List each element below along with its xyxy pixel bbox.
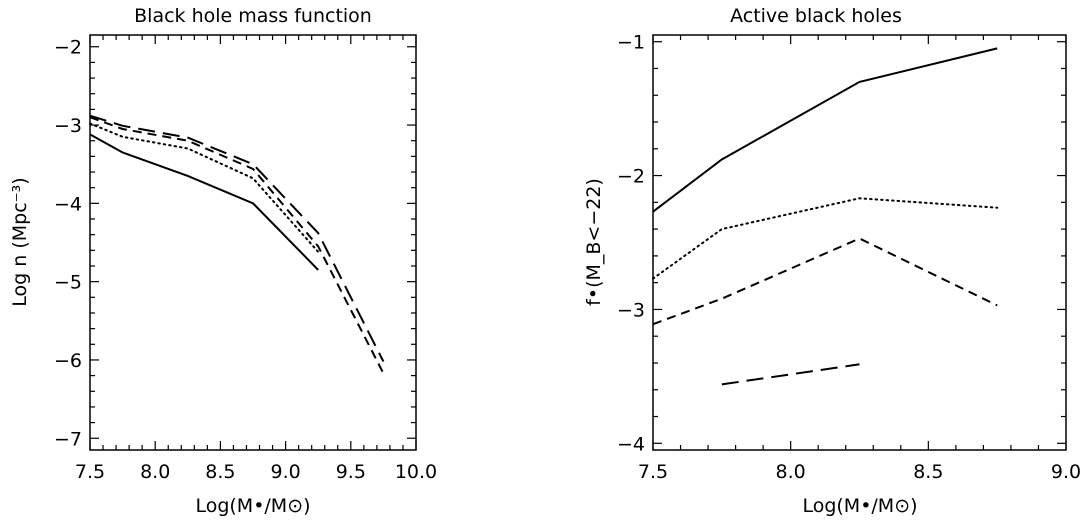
series-line-long-dashed <box>721 363 860 386</box>
series-layer <box>652 47 999 386</box>
x-tick-label: 9.5 <box>336 461 366 483</box>
series-line-solid <box>652 47 998 213</box>
series-layer <box>89 114 385 374</box>
x-tick-label: 7.5 <box>75 461 105 483</box>
x-tick-label: 8.5 <box>205 461 235 483</box>
panel-active-black-holes: Active black holes 7.5 8.0 8.5 9.0 −4 −3 −2 −1… <box>583 5 1081 517</box>
series-line-long-dashed <box>89 114 385 362</box>
y-axis-label: f•(M_B<−22) <box>583 178 605 306</box>
x-tick-label: 7.5 <box>638 461 668 483</box>
y-axis-label: Log n (Mpc⁻³) <box>9 177 31 306</box>
x-tick-label: 8.5 <box>913 461 943 483</box>
series-line-dotted <box>89 122 320 253</box>
tick-marks <box>89 35 417 450</box>
y-tick-label: −4 <box>617 433 645 455</box>
x-tick-labels: 7.5 8.0 8.5 9.0 <box>638 461 1081 483</box>
chart-title: Active black holes <box>730 5 902 27</box>
y-tick-label: −5 <box>54 272 82 294</box>
x-tick-labels: 7.5 8.0 8.5 9.0 9.5 10.0 <box>75 461 437 483</box>
series-line-dashed <box>89 116 385 374</box>
y-tick-label: −6 <box>54 350 82 372</box>
y-tick-labels: −7 −6 −5 −4 −3 −2 <box>54 37 82 451</box>
y-tick-label: −2 <box>54 37 82 59</box>
x-tick-label: 10.0 <box>395 461 437 483</box>
y-tick-labels: −4 −3 −2 −1 <box>617 32 645 456</box>
y-tick-label: −4 <box>54 193 82 215</box>
x-tick-label: 9.0 <box>270 461 300 483</box>
plot-frame <box>89 34 417 451</box>
tick-marks <box>652 35 1067 450</box>
x-tick-label: 9.0 <box>1051 461 1081 483</box>
series-line-solid <box>89 133 319 271</box>
y-tick-label: −1 <box>617 32 645 54</box>
y-tick-label: −3 <box>54 115 82 137</box>
x-tick-label: 8.0 <box>140 461 170 483</box>
x-axis-label: Log(M•/M⊙) <box>195 495 310 517</box>
x-axis-label: Log(M•/M⊙) <box>802 495 917 517</box>
x-tick-label: 8.0 <box>776 461 806 483</box>
y-tick-label: −2 <box>617 166 645 188</box>
panel-mass-function: Black hole mass function 7.5 8.0 8.5 9.0 9.5… <box>9 5 437 517</box>
y-tick-label: −7 <box>54 428 82 450</box>
y-tick-label: −3 <box>617 299 645 321</box>
plot-frame <box>652 34 1067 451</box>
chart-title: Black hole mass function <box>134 5 372 27</box>
series-line-dotted <box>652 197 999 280</box>
series-line-dashed <box>652 237 998 326</box>
